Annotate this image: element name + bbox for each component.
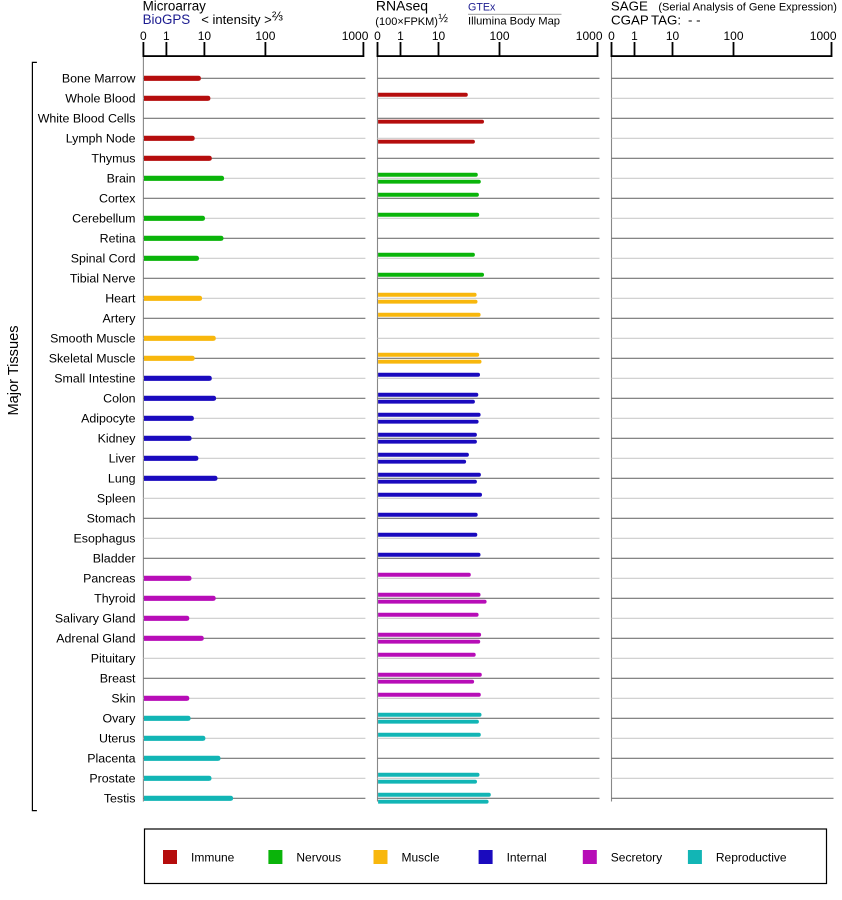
svg-text:- -: - - <box>688 12 701 27</box>
svg-text:Stomach: Stomach <box>87 512 136 526</box>
svg-text:Lung: Lung <box>108 472 136 486</box>
svg-text:Skin: Skin <box>111 692 135 706</box>
svg-text:1: 1 <box>631 29 638 43</box>
svg-text:Uterus: Uterus <box>99 732 136 746</box>
svg-text:Cerebellum: Cerebellum <box>72 212 135 226</box>
svg-text:Colon: Colon <box>103 392 135 406</box>
svg-text:Kidney: Kidney <box>98 432 137 446</box>
svg-text:10: 10 <box>666 29 680 43</box>
svg-text:RNAseq: RNAseq <box>376 0 428 14</box>
svg-text:Brain: Brain <box>107 172 136 186</box>
svg-text:TAG:: TAG: <box>651 12 681 27</box>
svg-text:10: 10 <box>198 29 212 43</box>
svg-text:Muscle: Muscle <box>402 851 440 865</box>
svg-text:Heart: Heart <box>105 292 136 306</box>
svg-text:Placenta: Placenta <box>87 752 135 766</box>
svg-text:Breast: Breast <box>100 672 136 686</box>
svg-text:10: 10 <box>432 29 446 43</box>
svg-text:Esophagus: Esophagus <box>73 532 135 546</box>
svg-text:BioGPS: BioGPS <box>143 12 191 27</box>
svg-text:Pituitary: Pituitary <box>91 652 137 666</box>
svg-text:1000: 1000 <box>810 29 837 43</box>
svg-text:White Blood Cells: White Blood Cells <box>38 112 136 126</box>
svg-text:< intensity >: < intensity > <box>201 12 272 27</box>
svg-text:CGAP: CGAP <box>611 12 649 27</box>
svg-text:Internal: Internal <box>507 851 547 865</box>
svg-text:Lymph Node: Lymph Node <box>66 132 136 146</box>
svg-text:Tibial Nerve: Tibial Nerve <box>70 272 136 286</box>
svg-text:Thymus: Thymus <box>91 152 135 166</box>
svg-text:Major Tissues: Major Tissues <box>6 325 22 415</box>
svg-text:Spinal Cord: Spinal Cord <box>71 252 136 266</box>
svg-text:1000: 1000 <box>342 29 369 43</box>
svg-text:Bone Marrow: Bone Marrow <box>62 72 136 86</box>
svg-text:Skeletal Muscle: Skeletal Muscle <box>49 352 136 366</box>
svg-text:Reproductive: Reproductive <box>716 851 787 865</box>
svg-text:Microarray: Microarray <box>143 0 207 14</box>
svg-text:Thyroid: Thyroid <box>94 592 135 606</box>
svg-text:GTEx: GTEx <box>468 1 496 13</box>
svg-text:1: 1 <box>163 29 170 43</box>
svg-text:Small Intestine: Small Intestine <box>54 372 135 386</box>
svg-text:100: 100 <box>723 29 743 43</box>
svg-text:⅔: ⅔ <box>272 8 283 23</box>
svg-text:Immune: Immune <box>191 851 235 865</box>
svg-text:Adrenal Gland: Adrenal Gland <box>56 632 135 646</box>
svg-text:Pancreas: Pancreas <box>83 572 135 586</box>
svg-text:(Serial Analysis of Gene Expre: (Serial Analysis of Gene Expression) <box>658 2 837 14</box>
svg-text:Spleen: Spleen <box>97 492 136 506</box>
svg-text:0: 0 <box>374 29 381 43</box>
svg-text:(100×FPKM): (100×FPKM) <box>375 16 438 28</box>
svg-text:Adipocyte: Adipocyte <box>81 412 136 426</box>
svg-text:Nervous: Nervous <box>296 851 341 865</box>
svg-text:½: ½ <box>438 13 448 25</box>
svg-text:Liver: Liver <box>109 452 136 466</box>
svg-text:Smooth Muscle: Smooth Muscle <box>50 332 136 346</box>
svg-text:Illumina Body Map: Illumina Body Map <box>468 15 560 27</box>
svg-text:Prostate: Prostate <box>89 772 135 786</box>
svg-text:100: 100 <box>489 29 509 43</box>
svg-text:Artery: Artery <box>102 312 136 326</box>
svg-text:Ovary: Ovary <box>102 712 136 726</box>
svg-text:Secretory: Secretory <box>611 851 662 865</box>
svg-text:1000: 1000 <box>576 29 603 43</box>
svg-text:0: 0 <box>608 29 615 43</box>
svg-text:Cortex: Cortex <box>99 192 136 206</box>
svg-text:1: 1 <box>397 29 404 43</box>
svg-text:0: 0 <box>140 29 147 43</box>
svg-text:Retina: Retina <box>100 232 136 246</box>
svg-text:100: 100 <box>255 29 275 43</box>
svg-text:Salivary Gland: Salivary Gland <box>55 612 136 626</box>
svg-text:Bladder: Bladder <box>93 552 136 566</box>
svg-text:Whole Blood: Whole Blood <box>65 92 135 106</box>
svg-text:Testis: Testis <box>104 792 136 806</box>
svg-text:SAGE: SAGE <box>611 0 648 13</box>
